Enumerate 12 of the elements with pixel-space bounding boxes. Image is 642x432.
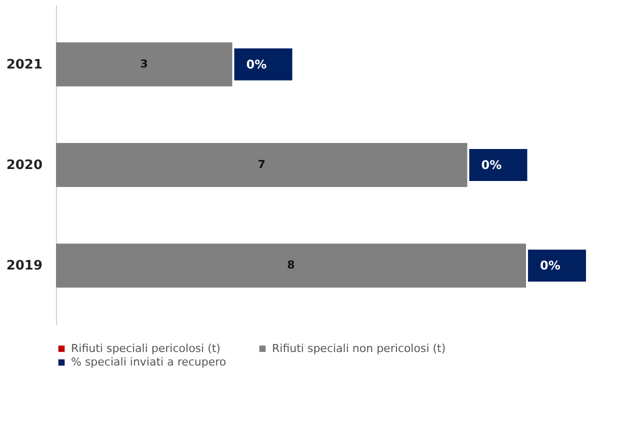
y-tick-label: 2021 (6, 57, 42, 72)
y-tick-label: 2019 (6, 258, 42, 274)
data-label: 0% (481, 158, 502, 172)
y-tick-label: 2020 (6, 158, 42, 173)
data-label: 0% (246, 57, 267, 72)
legend-label: Rifiuti speciali pericolosi (t) (71, 342, 220, 355)
data-label: 3 (140, 57, 148, 70)
data-label: 8 (287, 258, 295, 272)
data-label: 0% (540, 258, 560, 273)
legend-label: % speciali inviati a recupero (71, 356, 226, 368)
data-label: 7 (258, 158, 266, 171)
legend-label: Rifiuti speciali non pericolosi (t) (272, 342, 446, 355)
